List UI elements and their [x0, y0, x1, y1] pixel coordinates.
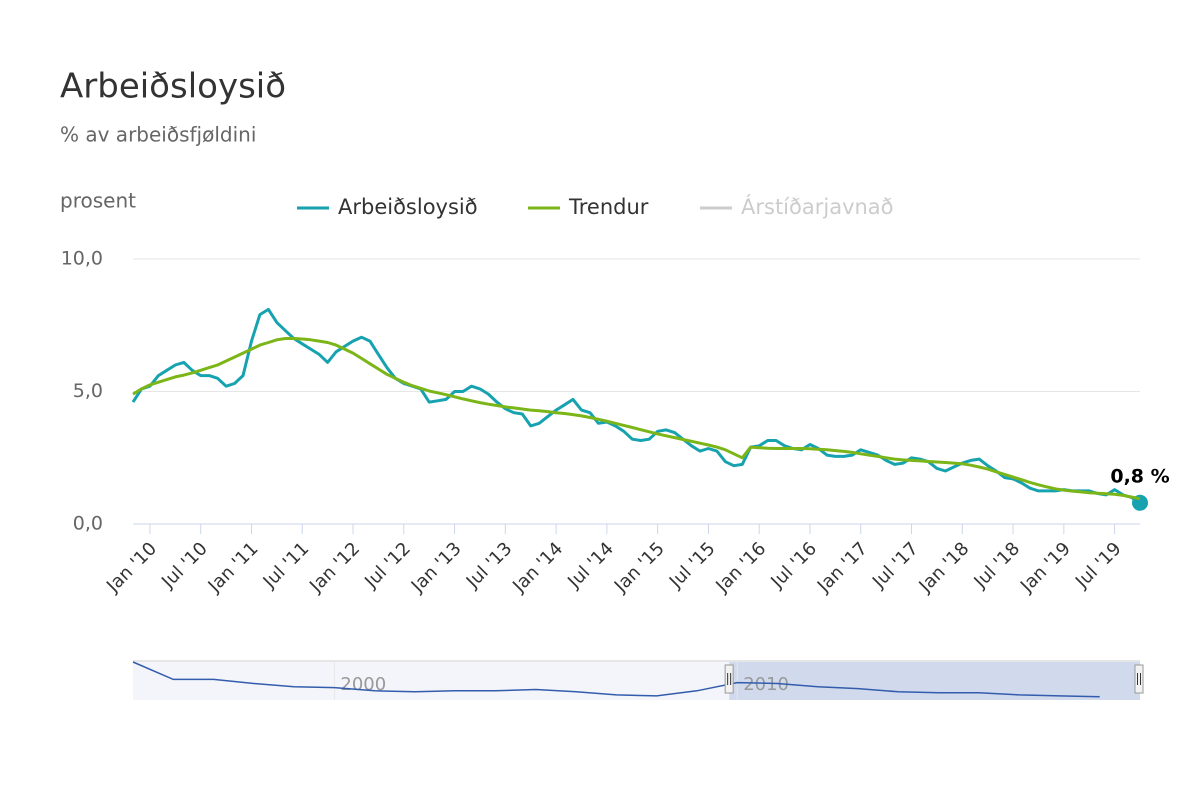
legend-label: Árstíðarjavnað	[741, 194, 894, 219]
x-tick-label: Jul '11	[259, 538, 314, 593]
x-tick-label: Jan '14	[508, 538, 567, 597]
x-tick-label: Jan '18	[914, 538, 973, 597]
y-tick-label: 5,0	[73, 380, 103, 402]
data-label: 0,8 %	[1110, 465, 1169, 487]
navigator-handle[interactable]	[1134, 664, 1144, 694]
x-tick-label: Jul '13	[462, 538, 517, 593]
x-tick-label: Jan '10	[102, 538, 161, 597]
y-axis-title: prosent	[60, 189, 136, 213]
y-tick-label: 10,0	[61, 248, 103, 270]
navigator-handle[interactable]	[724, 664, 734, 694]
x-tick-label: Jan '16	[711, 538, 770, 597]
navigator-selection	[729, 662, 1140, 700]
navigator-label: 2000	[340, 674, 386, 695]
series-line	[131, 307, 1141, 505]
navigator-label: 2010	[743, 674, 789, 695]
legend-label: Trendur	[568, 195, 649, 219]
x-tick-label: Jan '12	[305, 538, 364, 597]
x-tick-label: Jan '11	[204, 538, 263, 597]
x-tick-label: Jul '14	[563, 538, 618, 593]
x-tick-label: Jul '19	[1071, 538, 1126, 593]
x-tick-label: Jul '18	[969, 538, 1024, 593]
chart-title: Arbeiðsloysið	[60, 67, 286, 107]
navigator-line	[132, 661, 1100, 698]
x-tick-label: Jan '15	[610, 538, 669, 597]
x-tick-label: Jul '17	[868, 538, 923, 593]
chart-subtitle: % av arbeiðsfjøldini	[60, 123, 256, 147]
x-tick-label: Jul '10	[157, 538, 212, 593]
series-line	[132, 337, 1141, 501]
legend-label: Arbeiðsloysið	[338, 195, 478, 219]
x-tick-label: Jan '19	[1016, 538, 1075, 597]
x-tick-label: Jul '16	[766, 538, 821, 593]
x-tick-label: Jan '17	[813, 538, 872, 597]
x-tick-label: Jul '15	[665, 538, 720, 593]
y-tick-label: 0,0	[73, 513, 103, 535]
x-tick-label: Jul '12	[360, 538, 415, 593]
x-tick-label: Jan '13	[407, 538, 466, 597]
